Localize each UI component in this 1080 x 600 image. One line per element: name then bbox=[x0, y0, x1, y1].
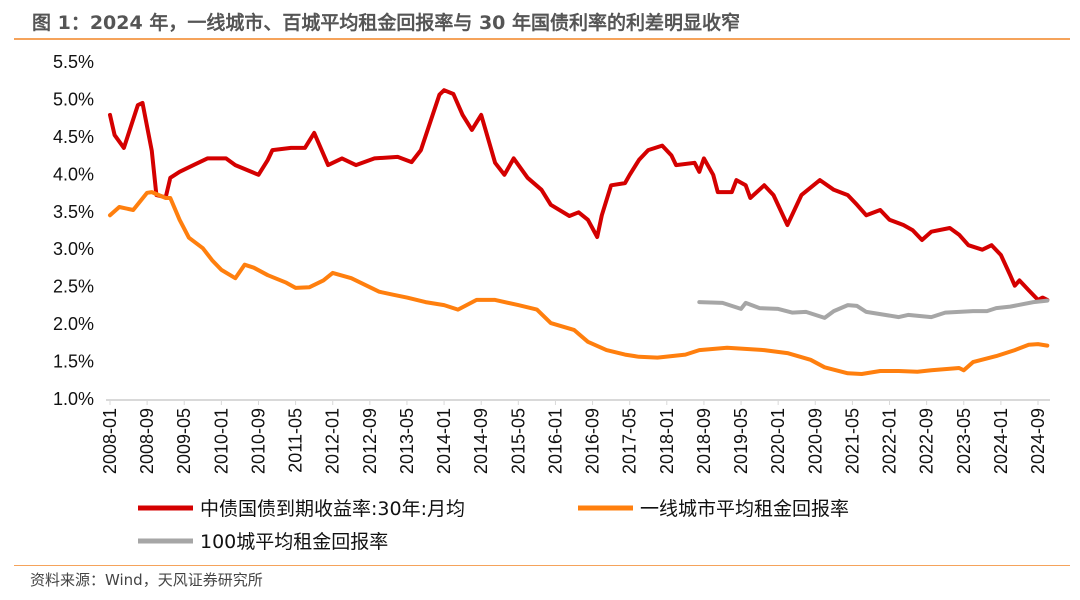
x-tick-label: 2014-01 bbox=[434, 408, 454, 474]
y-tick-label: 5.0% bbox=[53, 89, 94, 109]
x-tick-label: 2012-01 bbox=[323, 408, 343, 474]
series-line-0 bbox=[108, 88, 1050, 302]
x-tick-label: 2023-05 bbox=[954, 408, 974, 474]
y-tick-label: 4.5% bbox=[53, 127, 94, 147]
y-tick-label: 1.5% bbox=[53, 352, 94, 372]
x-tick-label: 2013-05 bbox=[397, 408, 417, 474]
legend-label: 100城平均租金回报率 bbox=[200, 531, 388, 553]
y-tick-label: 2.5% bbox=[53, 277, 94, 297]
legend-label: 一线城市平均租金回报率 bbox=[640, 498, 849, 520]
x-tick-label: 2014-09 bbox=[471, 408, 491, 474]
x-tick-label: 2008-01 bbox=[100, 408, 120, 474]
x-tick-label: 2020-09 bbox=[805, 408, 825, 474]
x-tick-label: 2011-05 bbox=[286, 408, 306, 473]
x-tick-label: 2010-01 bbox=[211, 408, 231, 474]
x-tick-label: 2008-09 bbox=[137, 408, 157, 474]
y-tick-label: 5.5% bbox=[53, 52, 94, 72]
x-tick-label: 2018-09 bbox=[694, 408, 714, 474]
x-tick-label: 2019-05 bbox=[731, 408, 751, 474]
x-tick-label: 2020-01 bbox=[768, 408, 788, 474]
x-tick-label: 2010-09 bbox=[248, 408, 268, 474]
title-divider bbox=[14, 38, 1070, 40]
legend-label: 中债国债到期收益率:30年:月均 bbox=[200, 498, 465, 520]
x-tick-label: 2017-05 bbox=[620, 408, 640, 474]
y-tick-label: 3.5% bbox=[53, 202, 94, 222]
chart-title: 图 1：2024 年，一线城市、百城平均租金回报率与 30 年国债利率的利差明显… bbox=[32, 12, 741, 34]
y-tick-label: 1.0% bbox=[53, 389, 94, 409]
x-tick-label: 2009-05 bbox=[174, 408, 194, 474]
x-tick-label: 2015-05 bbox=[508, 408, 528, 474]
y-tick-label: 3.0% bbox=[53, 239, 94, 259]
y-tick-label: 4.0% bbox=[53, 164, 94, 184]
source-divider bbox=[14, 565, 1070, 566]
x-tick-label: 2016-09 bbox=[583, 408, 603, 474]
x-tick-label: 2012-09 bbox=[360, 408, 380, 474]
x-tick-label: 2022-01 bbox=[880, 408, 900, 474]
x-tick-label: 2022-09 bbox=[917, 408, 937, 474]
x-tick-label: 2016-01 bbox=[545, 408, 565, 474]
x-tick-label: 2018-01 bbox=[657, 408, 677, 474]
y-tick-label: 2.0% bbox=[53, 314, 94, 334]
series-line-1 bbox=[108, 190, 1050, 376]
series-line-2 bbox=[697, 298, 1050, 320]
x-tick-label: 2021-05 bbox=[842, 408, 862, 474]
x-tick-label: 2024-01 bbox=[991, 408, 1011, 474]
x-tick-label: 2024-09 bbox=[1028, 408, 1048, 474]
source-note: 资料来源：Wind，天风证券研究所 bbox=[30, 571, 263, 589]
